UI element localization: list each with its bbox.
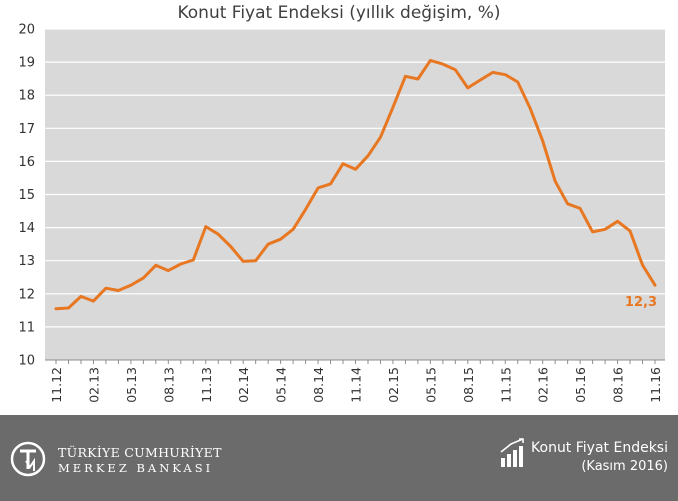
- data-point: [304, 208, 307, 211]
- y-tick-label: 18: [18, 89, 35, 104]
- data-point: [417, 78, 419, 80]
- y-tick-label: 10: [18, 354, 35, 369]
- data-point: [142, 277, 145, 279]
- data-point: [204, 225, 207, 228]
- data-point: [80, 295, 82, 298]
- data-point: [92, 300, 95, 302]
- x-tick-label: 11.15: [498, 367, 513, 403]
- data-point: [491, 71, 494, 74]
- data-point: [392, 106, 394, 109]
- data-point: [292, 228, 294, 231]
- data-point: [504, 73, 507, 76]
- x-tick-label: 02.15: [386, 367, 401, 403]
- chart-svg: 10 11 12 13 14 15 16 17 18 19 20 11.12 02.13 05.13 08.…: [18, 23, 665, 403]
- data-point: [516, 81, 519, 83]
- data-point: [566, 202, 569, 205]
- y-tick-label: 12: [18, 287, 35, 302]
- data-point: [55, 307, 57, 310]
- data-point: [229, 245, 232, 248]
- x-tick-label: 08.15: [461, 367, 476, 403]
- x-tick-label: 05.16: [573, 367, 588, 403]
- data-point: [242, 260, 244, 263]
- x-tick-label: 05.13: [124, 367, 139, 403]
- x-tick-label: 11.13: [199, 367, 214, 403]
- y-tick-label: 13: [18, 254, 35, 269]
- data-point: [442, 63, 444, 65]
- x-tick-label: 08.13: [161, 367, 176, 403]
- x-tick-label: 02.13: [86, 367, 101, 403]
- data-point: [317, 187, 319, 189]
- data-point: [130, 284, 132, 286]
- data-point: [541, 140, 544, 142]
- x-tick-label: 08.14: [311, 367, 326, 403]
- data-point: [179, 263, 182, 265]
- data-point: [404, 75, 407, 78]
- x-tick-label: 11.16: [648, 367, 663, 403]
- data-point: [591, 231, 594, 233]
- data-point: [379, 136, 382, 139]
- data-point: [167, 269, 170, 272]
- data-point: [342, 162, 344, 165]
- y-tick-label: 17: [18, 122, 35, 137]
- y-tick-label: 11: [18, 320, 35, 335]
- data-point: [329, 183, 332, 185]
- data-point: [629, 230, 631, 232]
- data-point: [641, 264, 644, 266]
- x-tick-label: 11.12: [49, 367, 64, 403]
- data-point: [67, 307, 70, 309]
- data-point: [654, 284, 656, 286]
- data-label-last: 12,3: [625, 295, 657, 310]
- data-point: [554, 180, 556, 183]
- bank-name-line1: TÜRKİYE CUMHURİYET: [58, 445, 222, 460]
- data-point: [604, 228, 606, 231]
- x-tick-label: 02.14: [236, 367, 251, 403]
- x-tick-label: 08.16: [611, 367, 626, 403]
- data-point: [254, 259, 257, 262]
- data-point: [267, 243, 269, 245]
- y-tick-label: 14: [18, 221, 35, 236]
- x-tick-label: 05.14: [274, 367, 289, 403]
- data-point: [467, 87, 469, 89]
- report-date: (Kasım 2016): [581, 459, 668, 474]
- report-title: Konut Fiyat Endeksi: [531, 440, 668, 456]
- data-point: [529, 107, 532, 110]
- chart-area: Konut Fiyat Endeksi (yıllık değişim, %) …: [18, 3, 665, 403]
- data-point: [217, 233, 220, 236]
- data-point: [105, 287, 107, 289]
- footer-bar: TÜRKİYE CUMHURİYET MERKEZ BANKASI Konut …: [0, 415, 678, 501]
- data-point: [354, 168, 357, 171]
- data-point: [579, 207, 581, 210]
- data-point: [117, 289, 120, 292]
- data-point: [454, 68, 457, 71]
- data-point: [367, 154, 369, 157]
- data-point: [279, 238, 282, 240]
- data-point: [192, 259, 195, 261]
- x-tick-label: 05.15: [423, 367, 438, 403]
- y-tick-label: 15: [18, 188, 35, 203]
- bar-chart-icon: [500, 438, 524, 467]
- data-point: [429, 59, 432, 62]
- chart-title: Konut Fiyat Endeksi (yıllık değişim, %): [177, 3, 501, 23]
- y-tick-label: 20: [18, 23, 35, 38]
- x-tick-label: 11.14: [349, 367, 364, 403]
- y-tick-label: 16: [18, 155, 35, 170]
- bank-name-line2: MERKEZ BANKASI: [58, 461, 214, 475]
- x-tick-label: 02.16: [536, 367, 551, 403]
- y-tick-label: 19: [18, 56, 35, 71]
- data-point: [479, 79, 482, 81]
- data-point: [616, 220, 619, 223]
- tcmb-logo-icon: [10, 441, 46, 477]
- data-point: [155, 264, 157, 267]
